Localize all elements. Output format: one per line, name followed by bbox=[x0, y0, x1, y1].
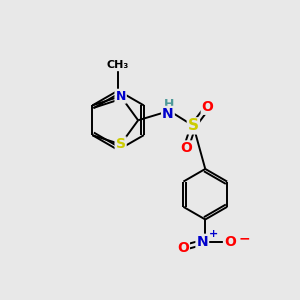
Text: N: N bbox=[162, 107, 174, 121]
Text: H: H bbox=[164, 98, 175, 111]
Text: O: O bbox=[180, 141, 192, 155]
Text: S: S bbox=[188, 118, 199, 133]
Text: O: O bbox=[177, 241, 189, 255]
Text: N: N bbox=[196, 235, 208, 249]
Text: +: + bbox=[209, 229, 218, 239]
Text: −: − bbox=[238, 231, 250, 245]
Text: CH₃: CH₃ bbox=[107, 60, 129, 70]
Text: O: O bbox=[202, 100, 214, 114]
Text: N: N bbox=[116, 90, 126, 103]
Text: S: S bbox=[116, 137, 126, 151]
Text: O: O bbox=[224, 235, 236, 249]
